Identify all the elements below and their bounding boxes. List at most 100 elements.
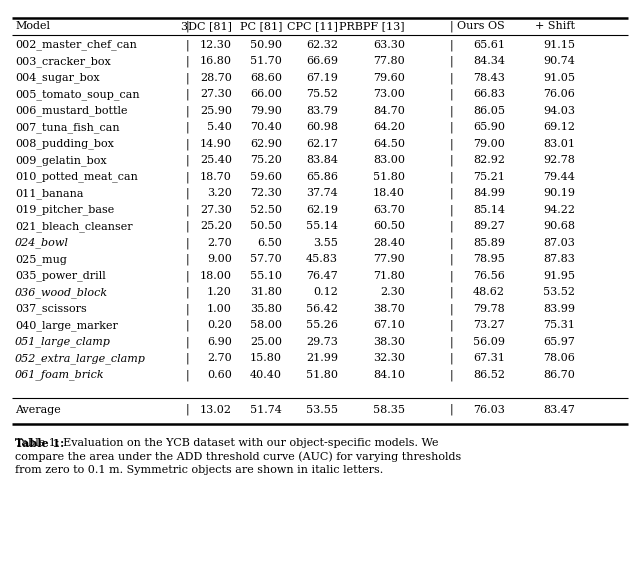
- Text: |: |: [186, 89, 189, 100]
- Text: 84.99: 84.99: [473, 188, 505, 199]
- Text: |: |: [449, 138, 453, 150]
- Text: 83.84: 83.84: [306, 155, 338, 165]
- Text: |: |: [449, 287, 453, 298]
- Text: |: |: [449, 56, 453, 67]
- Text: 55.10: 55.10: [250, 271, 282, 281]
- Text: 76.06: 76.06: [543, 89, 575, 99]
- Text: 89.27: 89.27: [473, 222, 505, 231]
- Text: 86.52: 86.52: [473, 370, 505, 380]
- Text: 75.52: 75.52: [306, 89, 338, 99]
- Text: 021_bleach_cleanser: 021_bleach_cleanser: [15, 221, 132, 232]
- Text: |: |: [449, 237, 453, 249]
- Text: 83.99: 83.99: [543, 304, 575, 314]
- Text: 79.78: 79.78: [473, 304, 505, 314]
- Text: 052_extra_large_clamp: 052_extra_large_clamp: [15, 353, 146, 364]
- Text: |: |: [449, 353, 453, 364]
- Text: 90.68: 90.68: [543, 222, 575, 231]
- Text: 9.00: 9.00: [207, 254, 232, 264]
- Text: 35.80: 35.80: [250, 304, 282, 314]
- Text: 92.78: 92.78: [543, 155, 575, 165]
- Text: 77.80: 77.80: [373, 57, 405, 66]
- Text: |: |: [186, 138, 189, 150]
- Text: 79.60: 79.60: [373, 73, 405, 83]
- Text: |: |: [186, 155, 189, 166]
- Text: 79.44: 79.44: [543, 172, 575, 182]
- Text: 0.20: 0.20: [207, 320, 232, 330]
- Text: 62.90: 62.90: [250, 139, 282, 149]
- Text: 13.02: 13.02: [200, 404, 232, 415]
- Text: |: |: [449, 72, 453, 84]
- Text: 83.79: 83.79: [306, 106, 338, 116]
- Text: 21.99: 21.99: [306, 353, 338, 364]
- Text: 1.20: 1.20: [207, 287, 232, 297]
- Text: 40.40: 40.40: [250, 370, 282, 380]
- Text: |: |: [449, 105, 453, 117]
- Text: |: |: [186, 56, 189, 67]
- Text: 002_master_chef_can: 002_master_chef_can: [15, 39, 137, 50]
- Text: 66.83: 66.83: [473, 89, 505, 99]
- Text: 60.98: 60.98: [306, 122, 338, 132]
- Text: |: |: [186, 404, 189, 415]
- Text: 51.80: 51.80: [306, 370, 338, 380]
- Text: 25.00: 25.00: [250, 337, 282, 347]
- Text: 16.80: 16.80: [200, 57, 232, 66]
- Text: 040_large_marker: 040_large_marker: [15, 320, 118, 331]
- Text: 55.14: 55.14: [306, 222, 338, 231]
- Text: 86.70: 86.70: [543, 370, 575, 380]
- Text: 75.21: 75.21: [473, 172, 505, 182]
- Text: 75.31: 75.31: [543, 320, 575, 330]
- Text: |: |: [449, 204, 453, 215]
- Text: 28.70: 28.70: [200, 73, 232, 83]
- Text: 3.20: 3.20: [207, 188, 232, 199]
- Text: 62.32: 62.32: [306, 40, 338, 50]
- Text: 51.70: 51.70: [250, 57, 282, 66]
- Text: 2.70: 2.70: [207, 353, 232, 364]
- Text: 75.20: 75.20: [250, 155, 282, 165]
- Text: |: |: [186, 369, 189, 381]
- Text: 68.60: 68.60: [250, 73, 282, 83]
- Text: 25.40: 25.40: [200, 155, 232, 165]
- Text: 79.90: 79.90: [250, 106, 282, 116]
- Text: |: |: [186, 187, 189, 199]
- Text: 18.40: 18.40: [373, 188, 405, 199]
- Text: 024_bowl: 024_bowl: [15, 237, 69, 249]
- Text: 73.00: 73.00: [373, 89, 405, 99]
- Text: 037_scissors: 037_scissors: [15, 304, 87, 314]
- Text: 3DC [81]: 3DC [81]: [181, 21, 232, 31]
- Text: 010_potted_meat_can: 010_potted_meat_can: [15, 172, 138, 182]
- Text: CPC [11]: CPC [11]: [287, 21, 338, 31]
- Text: 85.14: 85.14: [473, 205, 505, 215]
- Text: 051_large_clamp: 051_large_clamp: [15, 337, 111, 347]
- Text: PRBPF [13]: PRBPF [13]: [339, 21, 405, 31]
- Text: 5.40: 5.40: [207, 122, 232, 132]
- Text: 67.19: 67.19: [306, 73, 338, 83]
- Text: 90.19: 90.19: [543, 188, 575, 199]
- Text: 64.50: 64.50: [373, 139, 405, 149]
- Text: 28.40: 28.40: [373, 238, 405, 248]
- Text: 83.47: 83.47: [543, 404, 575, 415]
- Text: 83.01: 83.01: [543, 139, 575, 149]
- Text: 84.70: 84.70: [373, 106, 405, 116]
- Text: 51.80: 51.80: [373, 172, 405, 182]
- Text: Average: Average: [15, 404, 61, 415]
- Text: 37.74: 37.74: [307, 188, 338, 199]
- Text: 58.35: 58.35: [373, 404, 405, 415]
- Text: 62.19: 62.19: [306, 205, 338, 215]
- Text: 87.03: 87.03: [543, 238, 575, 248]
- Text: 29.73: 29.73: [306, 337, 338, 347]
- Text: 62.17: 62.17: [306, 139, 338, 149]
- Text: |: |: [449, 155, 453, 166]
- Text: |: |: [449, 404, 453, 415]
- Text: 76.47: 76.47: [307, 271, 338, 281]
- Text: 52.50: 52.50: [250, 205, 282, 215]
- Text: 86.05: 86.05: [473, 106, 505, 116]
- Text: 78.06: 78.06: [543, 353, 575, 364]
- Text: |: |: [449, 320, 453, 331]
- Text: 18.70: 18.70: [200, 172, 232, 182]
- Text: 1.00: 1.00: [207, 304, 232, 314]
- Text: 38.30: 38.30: [373, 337, 405, 347]
- Text: Model: Model: [15, 21, 50, 31]
- Text: 31.80: 31.80: [250, 287, 282, 297]
- Text: |: |: [449, 20, 453, 32]
- Text: 58.00: 58.00: [250, 320, 282, 330]
